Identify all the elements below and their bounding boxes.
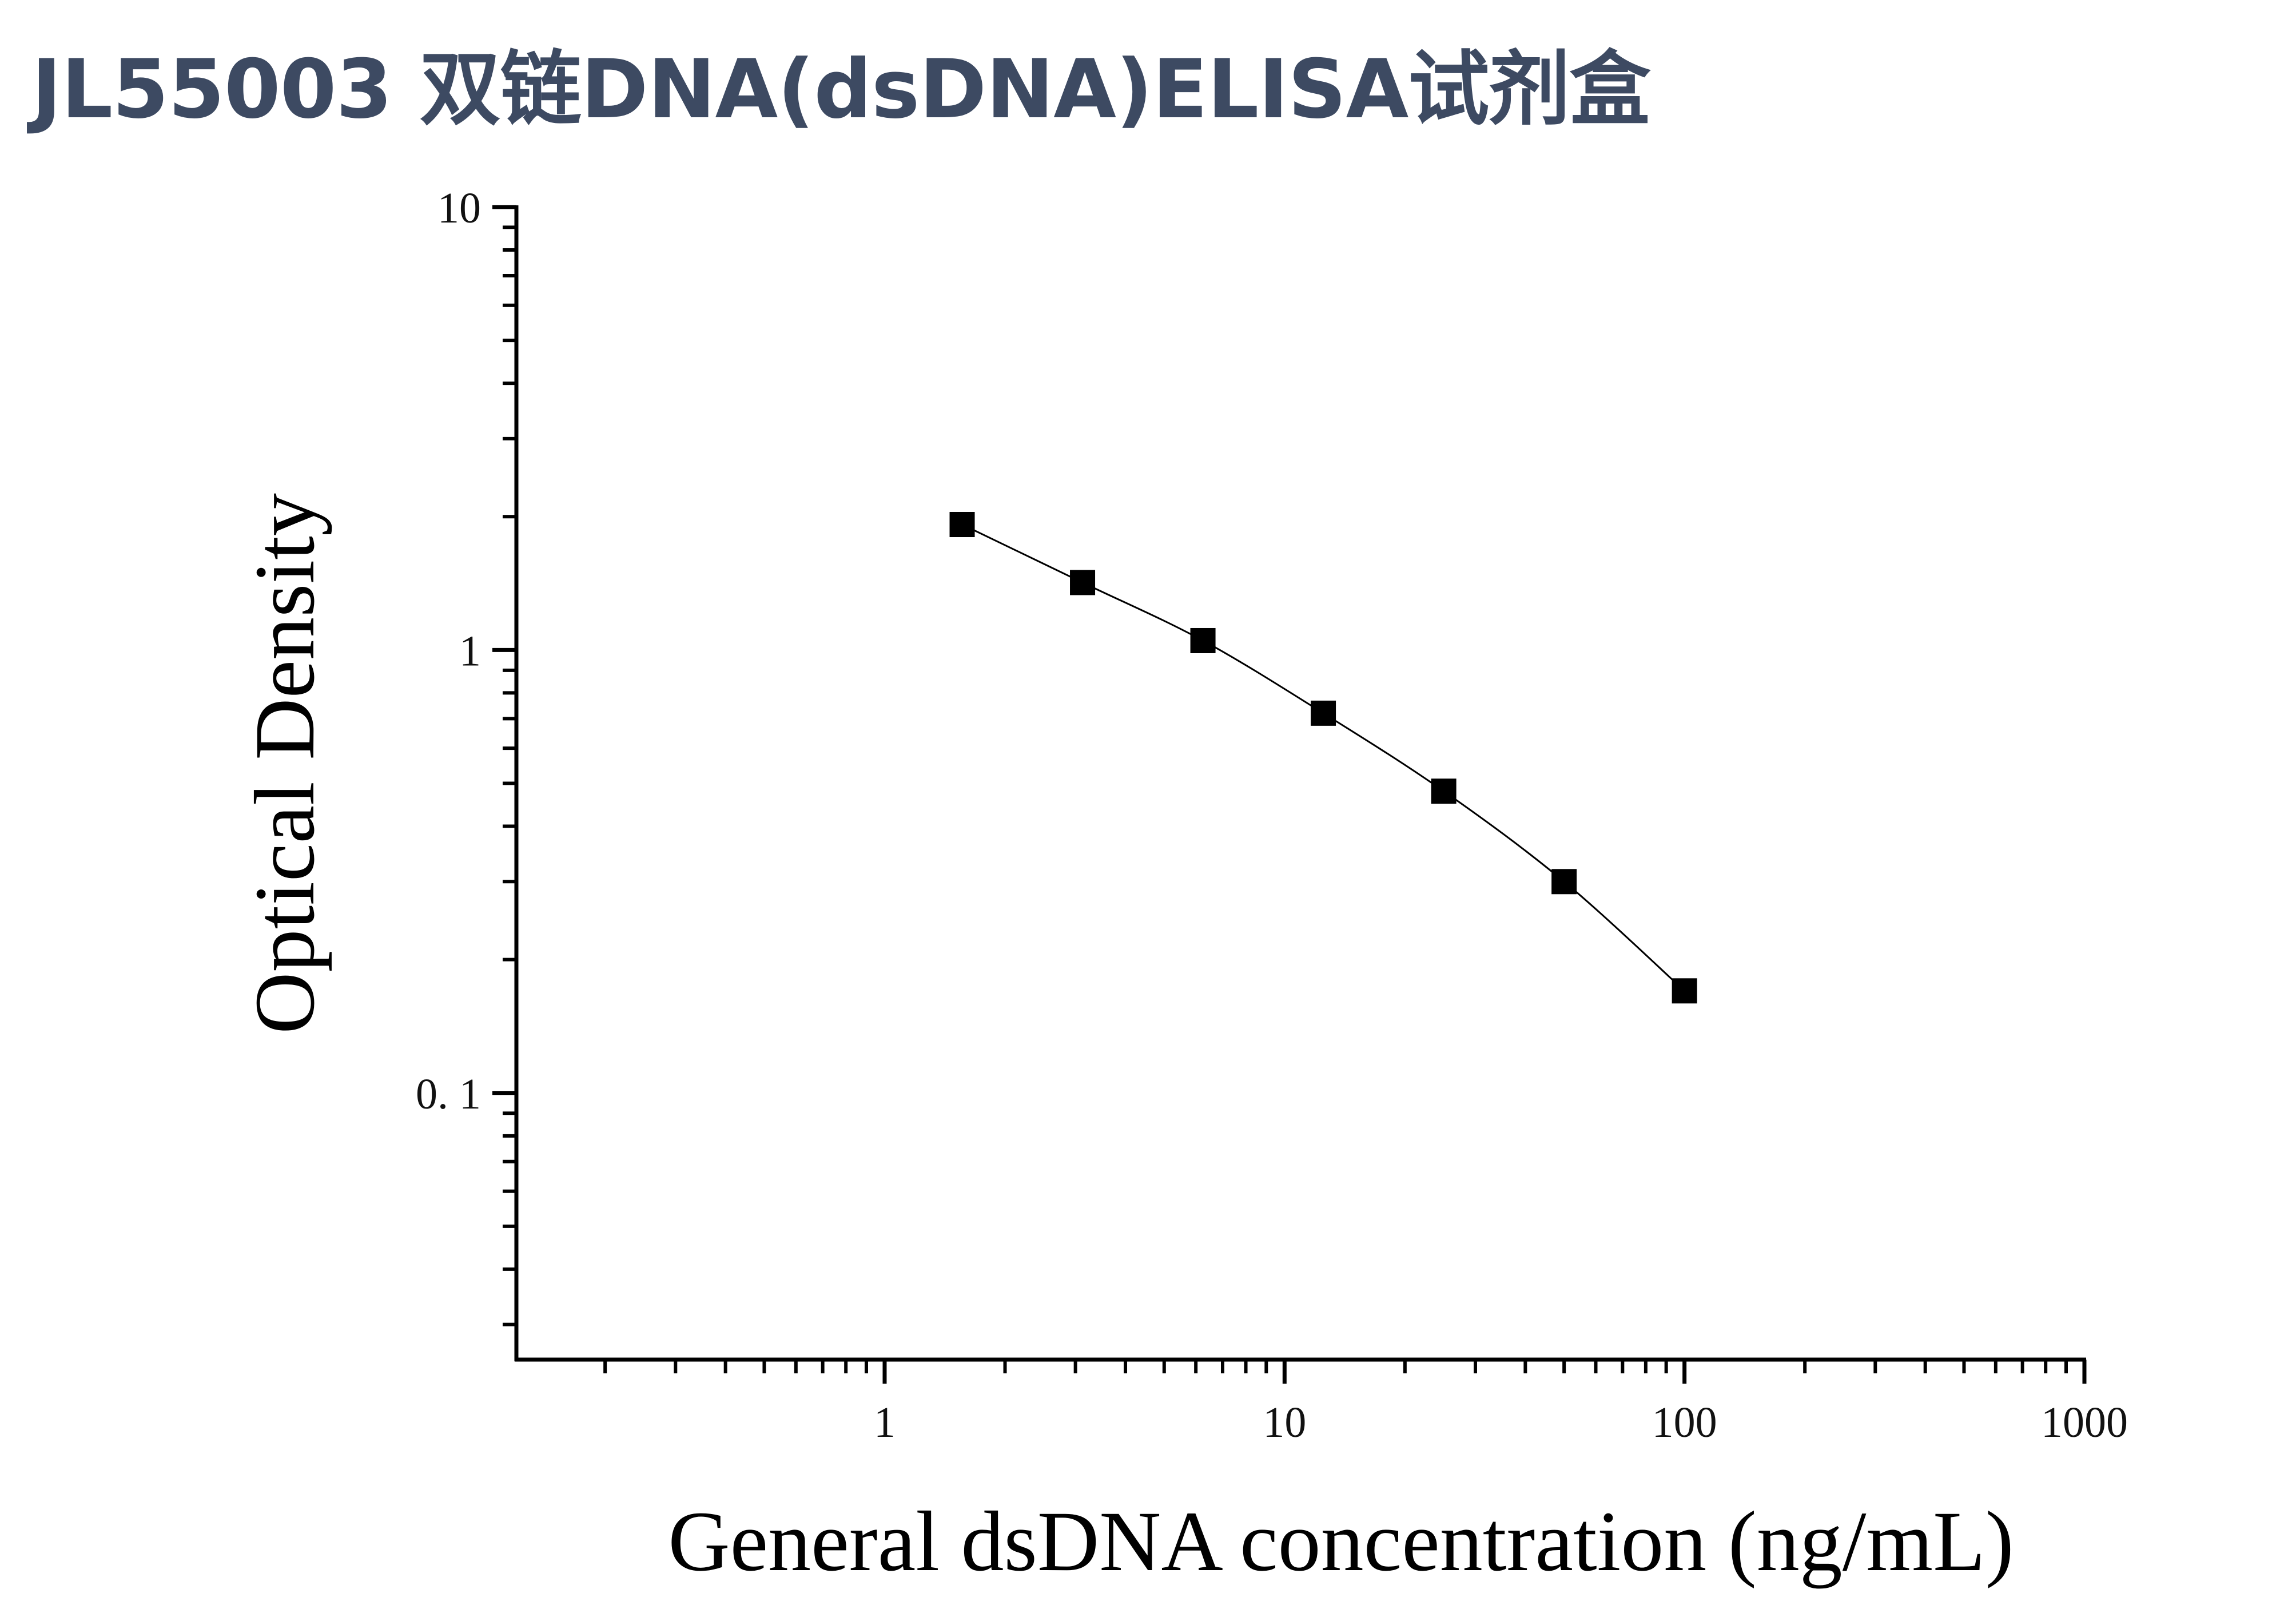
data-point [1311,700,1336,726]
x-tick-label: 1 [874,1399,896,1447]
data-point [1551,869,1577,895]
x-tick-label: 100 [1652,1399,1717,1447]
y-tick-label: 0. 1 [416,1070,481,1118]
x-tick-label: 1000 [2041,1399,2128,1447]
x-axis-title: General dsDNA concentration (ng/mL) [668,1494,2014,1589]
data-point [1672,978,1697,1004]
page-title: JL55003 双链DNA(dsDNA)ELISA试剂盒 [31,42,1650,137]
data-point [1070,570,1096,595]
x-tick-label: 10 [1263,1399,1306,1447]
y-axis-title: Optical Density [237,493,332,1034]
data-point [1431,778,1457,804]
data-points [949,512,1697,1004]
x-axis-minor-ticks [603,1360,2068,1373]
y-tick-label: 10 [437,184,481,232]
y-axis-minor-ticks [503,225,516,1326]
y-tick-label: 1 [459,627,481,675]
x-axis-major-ticks: 1 10 100 1000 [874,1360,2128,1447]
data-point [949,512,975,538]
y-axis-major-ticks: 0. 1 1 10 [416,184,516,1118]
data-point [1190,627,1216,653]
